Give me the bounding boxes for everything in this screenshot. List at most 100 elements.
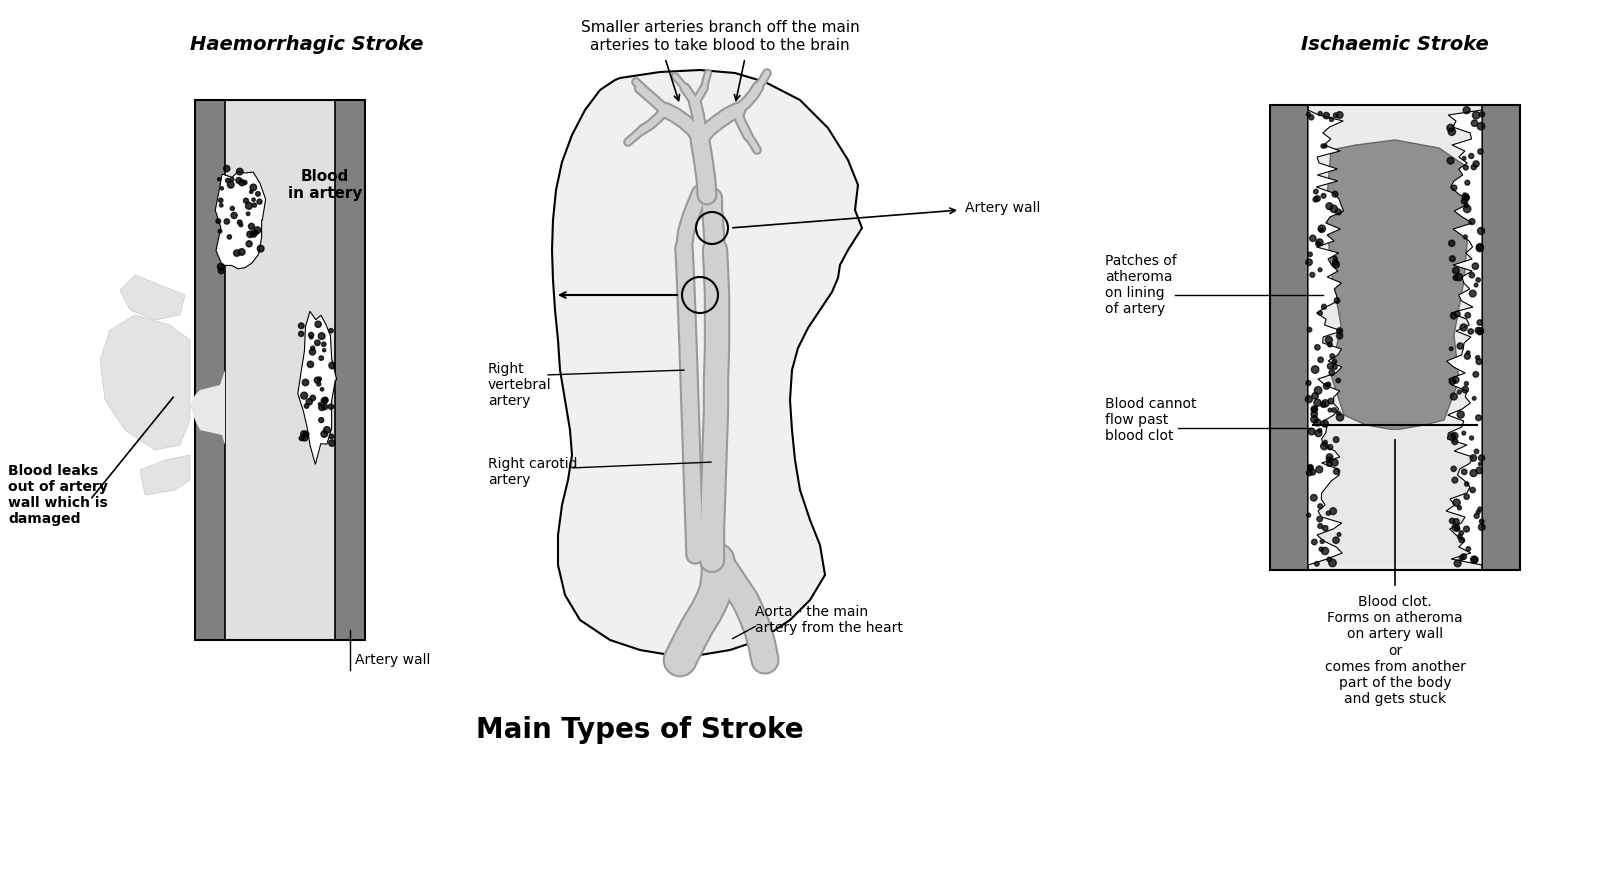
Circle shape (1448, 241, 1454, 247)
Text: Main Types of Stroke: Main Types of Stroke (477, 716, 803, 744)
Circle shape (1330, 370, 1334, 375)
Circle shape (246, 241, 253, 247)
Circle shape (320, 388, 323, 391)
Text: Ischaemic Stroke: Ischaemic Stroke (1301, 35, 1490, 55)
Circle shape (1310, 272, 1315, 278)
Circle shape (1333, 437, 1339, 442)
Circle shape (322, 403, 328, 410)
Circle shape (1462, 387, 1469, 393)
Circle shape (1307, 328, 1312, 332)
Circle shape (323, 349, 326, 352)
Circle shape (1326, 557, 1331, 562)
Circle shape (302, 379, 309, 386)
Circle shape (318, 333, 325, 339)
Circle shape (1451, 313, 1458, 319)
Circle shape (318, 356, 323, 360)
Circle shape (1466, 351, 1470, 354)
Circle shape (1326, 511, 1331, 515)
Circle shape (1466, 181, 1470, 185)
Circle shape (1333, 359, 1336, 364)
Circle shape (1315, 196, 1320, 202)
Circle shape (1461, 554, 1467, 559)
Circle shape (1461, 469, 1467, 475)
Bar (1270, 105, 1520, 570)
Text: Aorta - the main
artery from the heart: Aorta - the main artery from the heart (755, 605, 902, 635)
Circle shape (1318, 428, 1322, 433)
Circle shape (1450, 518, 1454, 523)
Circle shape (1323, 383, 1330, 389)
Circle shape (1453, 275, 1458, 280)
Circle shape (1323, 525, 1328, 531)
Circle shape (1464, 381, 1469, 386)
Circle shape (1323, 440, 1326, 444)
Circle shape (1314, 399, 1322, 406)
Circle shape (322, 342, 326, 346)
Circle shape (330, 434, 334, 439)
Circle shape (1306, 396, 1312, 403)
Circle shape (1472, 112, 1480, 119)
Circle shape (219, 204, 222, 207)
Circle shape (322, 399, 325, 403)
Circle shape (1469, 329, 1474, 334)
Circle shape (1453, 524, 1459, 531)
Circle shape (253, 203, 256, 207)
Circle shape (1454, 273, 1462, 281)
Circle shape (1475, 415, 1482, 420)
Circle shape (306, 398, 312, 405)
Circle shape (1333, 469, 1339, 475)
Bar (195, 100, 365, 640)
Circle shape (1315, 241, 1320, 246)
Text: Smaller arteries branch off the main: Smaller arteries branch off the main (581, 20, 859, 35)
Circle shape (1469, 153, 1474, 159)
Circle shape (1450, 378, 1456, 385)
Circle shape (1314, 419, 1322, 426)
Circle shape (1320, 228, 1323, 232)
Circle shape (1338, 533, 1341, 537)
Circle shape (1326, 457, 1333, 463)
Circle shape (310, 346, 315, 350)
Circle shape (1310, 406, 1317, 412)
Circle shape (1462, 157, 1466, 160)
Circle shape (1477, 359, 1482, 365)
Circle shape (1477, 510, 1480, 514)
Circle shape (1323, 113, 1330, 119)
Circle shape (1448, 128, 1456, 136)
Circle shape (1464, 482, 1469, 486)
Circle shape (1336, 112, 1342, 118)
Circle shape (1334, 298, 1339, 303)
Circle shape (1317, 516, 1323, 522)
Circle shape (1477, 278, 1480, 282)
Circle shape (1459, 537, 1464, 543)
Text: Blood cannot
flow past
blood clot: Blood cannot flow past blood clot (1106, 396, 1197, 443)
Circle shape (1475, 356, 1480, 359)
Circle shape (299, 323, 304, 329)
Circle shape (1458, 506, 1461, 510)
Circle shape (1314, 189, 1318, 194)
Circle shape (1318, 547, 1323, 552)
Circle shape (1318, 112, 1322, 115)
Circle shape (238, 248, 245, 255)
Circle shape (1328, 398, 1334, 404)
Circle shape (1322, 194, 1326, 198)
Circle shape (243, 181, 246, 185)
Circle shape (1472, 396, 1475, 400)
Circle shape (1330, 507, 1336, 515)
Circle shape (1470, 487, 1475, 492)
Circle shape (1453, 478, 1458, 483)
Circle shape (1478, 149, 1483, 154)
Circle shape (1451, 433, 1458, 439)
Polygon shape (120, 275, 186, 320)
Circle shape (1333, 256, 1338, 261)
Circle shape (1336, 328, 1342, 334)
Circle shape (1307, 464, 1314, 470)
Circle shape (256, 191, 261, 196)
Circle shape (1322, 547, 1328, 555)
Circle shape (1475, 467, 1483, 474)
Polygon shape (552, 70, 862, 655)
Circle shape (328, 440, 334, 447)
Text: Patches of
atheroma
on lining
of artery: Patches of atheroma on lining of artery (1106, 254, 1176, 316)
Circle shape (1451, 185, 1458, 190)
Circle shape (226, 178, 230, 182)
Circle shape (1331, 459, 1338, 466)
Circle shape (1450, 347, 1453, 351)
